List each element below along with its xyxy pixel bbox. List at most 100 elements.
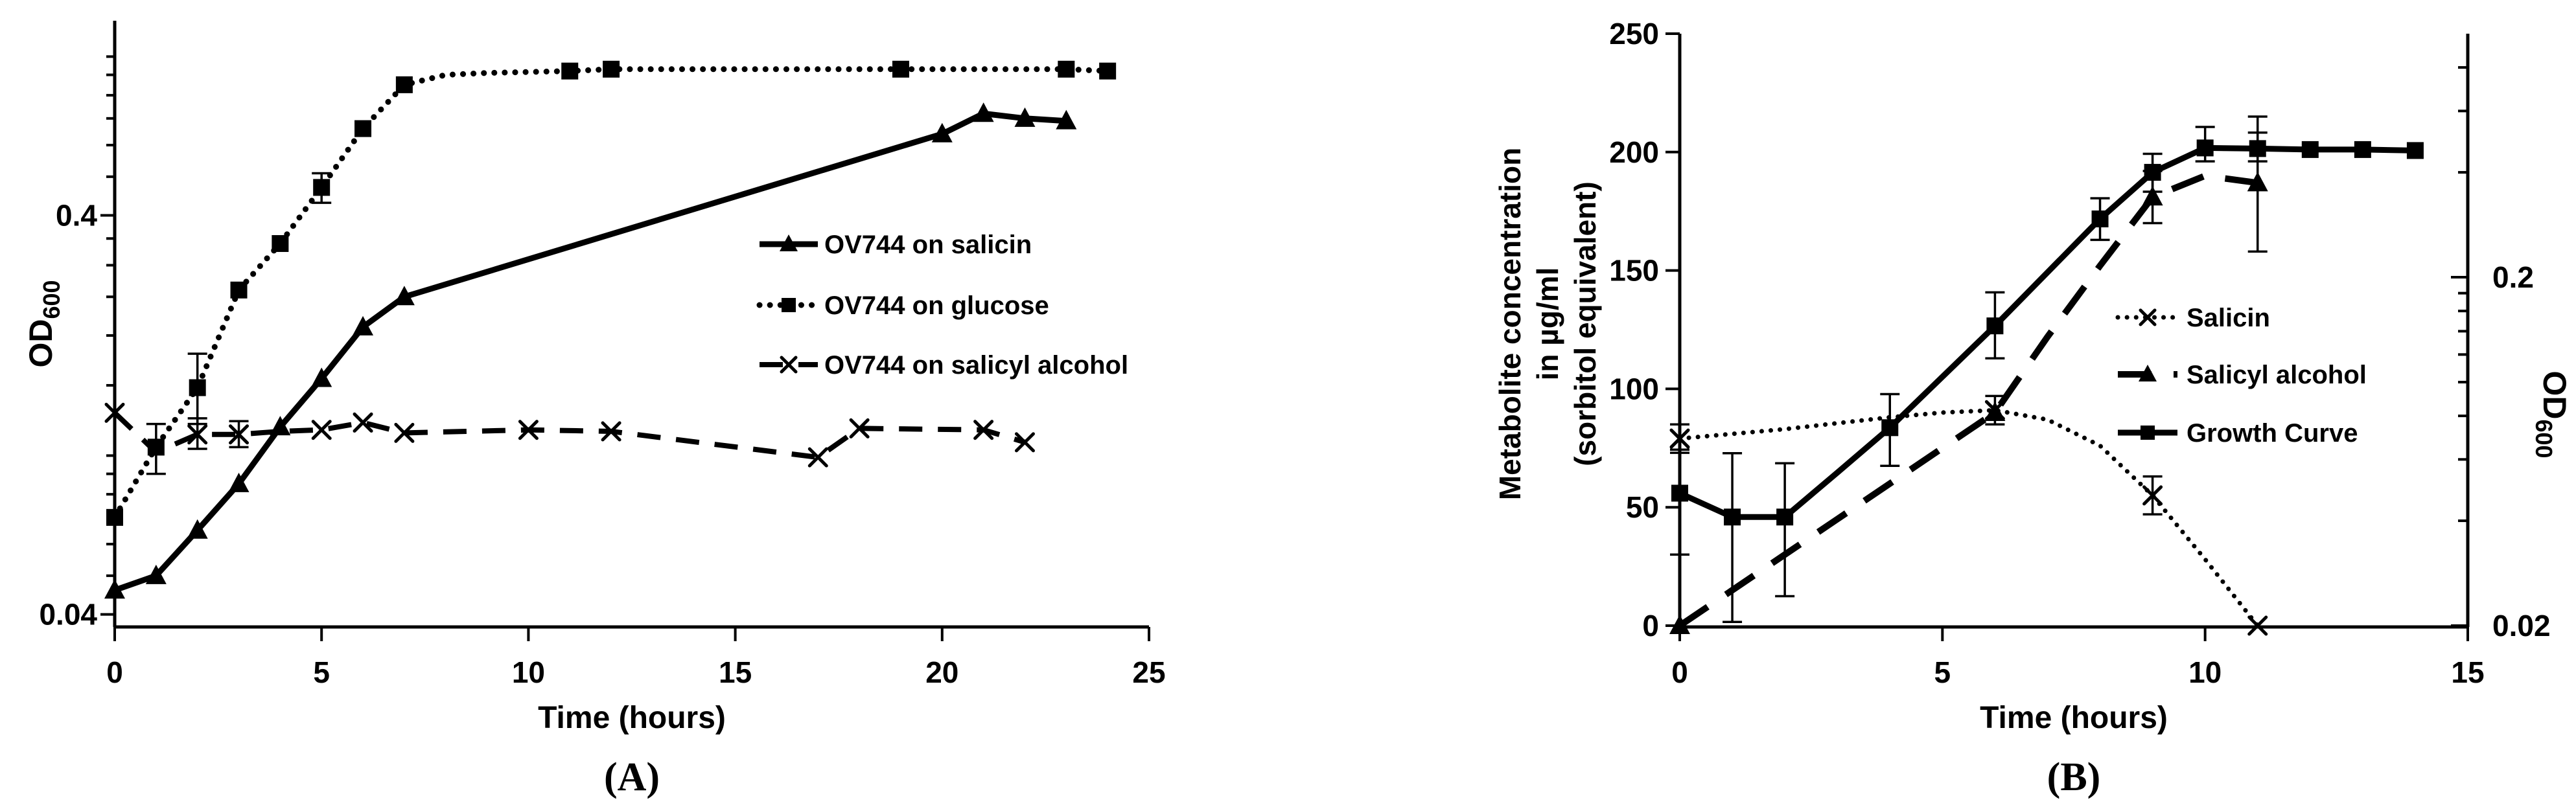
square-marker bbox=[1776, 508, 1794, 526]
y-ticks bbox=[1665, 32, 1680, 627]
legend-item: Salicin bbox=[2115, 304, 2270, 332]
x-axis-title: Time (hours) bbox=[1980, 701, 2168, 735]
x-ticks bbox=[113, 627, 1150, 641]
triangle-marker bbox=[1014, 107, 1036, 127]
triangle-marker bbox=[187, 519, 208, 539]
series-ov744-on-glucose bbox=[106, 60, 1117, 526]
right-y-tick-label: 0.02 bbox=[2492, 609, 2551, 642]
x-marker bbox=[849, 418, 870, 438]
panel-label: (B) bbox=[2047, 755, 2101, 799]
legend-item: OV744 on salicyl alcohol bbox=[760, 351, 1128, 380]
x-marker bbox=[2142, 485, 2163, 506]
triangle-marker bbox=[2142, 186, 2163, 206]
square-marker bbox=[1986, 317, 2004, 335]
legend-item: Salicyl alcohol bbox=[2118, 361, 2367, 389]
square-marker bbox=[2354, 141, 2371, 158]
square-marker bbox=[230, 281, 248, 299]
series-growth-curve bbox=[1670, 126, 2424, 623]
y-tick-label: 200 bbox=[1609, 135, 1659, 169]
triangle-marker bbox=[2247, 172, 2268, 192]
square-marker bbox=[603, 60, 620, 78]
x-marker bbox=[311, 420, 332, 440]
legend-label: Salicin bbox=[2187, 304, 2270, 332]
triangle-marker bbox=[2139, 365, 2157, 381]
triangle-marker bbox=[104, 579, 125, 599]
x-tick-label: 5 bbox=[1934, 655, 1951, 689]
y-tick-label: 0.4 bbox=[56, 199, 97, 233]
right-y-ticks bbox=[2451, 66, 2468, 627]
square-marker bbox=[1058, 60, 1075, 78]
right-y-axis-title: OD600 bbox=[2531, 370, 2573, 458]
left-y-axis-title-line: in µg/ml bbox=[1531, 267, 1564, 381]
left-y-axis-title-line: Metabolite concentration bbox=[1493, 148, 1527, 500]
square-marker bbox=[2091, 210, 2109, 228]
square-marker bbox=[2249, 140, 2266, 157]
x-marker bbox=[229, 424, 249, 445]
x-marker bbox=[2247, 615, 2268, 636]
square-marker bbox=[1671, 484, 1688, 502]
legend-label: Salicyl alcohol bbox=[2187, 361, 2367, 389]
legend-label: OV744 on salicyl alcohol bbox=[824, 351, 1128, 380]
legend-label: OV744 on salicin bbox=[824, 231, 1032, 259]
triangle-marker bbox=[228, 472, 249, 492]
y-axis-title: OD600 bbox=[23, 280, 65, 367]
legend-label: Growth Curve bbox=[2187, 419, 2358, 448]
y-tick-label: 0.04 bbox=[39, 598, 97, 631]
square-marker bbox=[1724, 508, 1741, 526]
series-line bbox=[1677, 407, 2260, 628]
series-line bbox=[1678, 172, 2258, 629]
series-salicyl-alcohol bbox=[1669, 115, 2268, 634]
triangle-marker bbox=[931, 122, 953, 142]
panel-label: (A) bbox=[604, 755, 660, 799]
legend-label: OV744 on glucose bbox=[824, 291, 1049, 320]
x-tick-label: 15 bbox=[719, 655, 752, 689]
right-y-tick-label: 0.2 bbox=[2492, 260, 2534, 294]
square-marker bbox=[354, 120, 372, 137]
square-marker bbox=[2196, 139, 2214, 157]
triangle-marker bbox=[270, 416, 291, 436]
series-ov744-on-salicyl-alcohol bbox=[104, 402, 1035, 468]
square-marker bbox=[561, 62, 579, 80]
triangle-marker bbox=[973, 102, 994, 122]
x-marker bbox=[104, 402, 125, 423]
x-marker bbox=[353, 412, 373, 433]
x-tick-label: 5 bbox=[313, 655, 330, 689]
x-marker bbox=[601, 421, 621, 442]
series-ov744-on-salicin bbox=[104, 102, 1077, 599]
y-tick-label: 250 bbox=[1609, 17, 1659, 51]
x-marker bbox=[780, 356, 798, 374]
panel-b: 0 5 10 150501001502002500.20.02SalicinSalic… bbox=[1493, 17, 2573, 799]
square-marker bbox=[892, 60, 909, 78]
series-line bbox=[113, 411, 1026, 460]
x-tick-label: 0 bbox=[1671, 655, 1688, 689]
square-marker bbox=[395, 76, 413, 93]
x-marker bbox=[2139, 308, 2157, 326]
x-marker bbox=[1014, 432, 1035, 453]
legend-item: Growth Curve bbox=[2118, 419, 2358, 448]
legend-item: OV744 on salicin bbox=[760, 231, 1032, 259]
markers bbox=[1671, 139, 2424, 526]
square-marker bbox=[189, 379, 206, 396]
triangle-marker bbox=[1984, 401, 2006, 421]
x-tick-label: 10 bbox=[2188, 655, 2222, 689]
triangle-marker bbox=[1669, 615, 1690, 634]
x-tick-label: 15 bbox=[2451, 655, 2484, 689]
x-marker bbox=[973, 420, 994, 440]
square-marker bbox=[782, 298, 796, 312]
triangle-marker bbox=[1056, 109, 1077, 130]
legend-item: OV744 on glucose bbox=[756, 291, 1049, 320]
triangle-marker bbox=[311, 367, 332, 387]
y-tick-label: 100 bbox=[1609, 372, 1659, 405]
left-y-axis-title-line: (sorbitol equivalent) bbox=[1568, 181, 1602, 466]
square-marker bbox=[106, 508, 123, 526]
y-tick-label: 150 bbox=[1609, 254, 1659, 288]
x-tick-label: 20 bbox=[925, 655, 958, 689]
square-marker bbox=[1099, 62, 1117, 80]
x-marker bbox=[187, 424, 208, 445]
triangle-marker bbox=[780, 234, 798, 251]
markers bbox=[104, 402, 1035, 468]
triangle-marker bbox=[393, 286, 415, 306]
